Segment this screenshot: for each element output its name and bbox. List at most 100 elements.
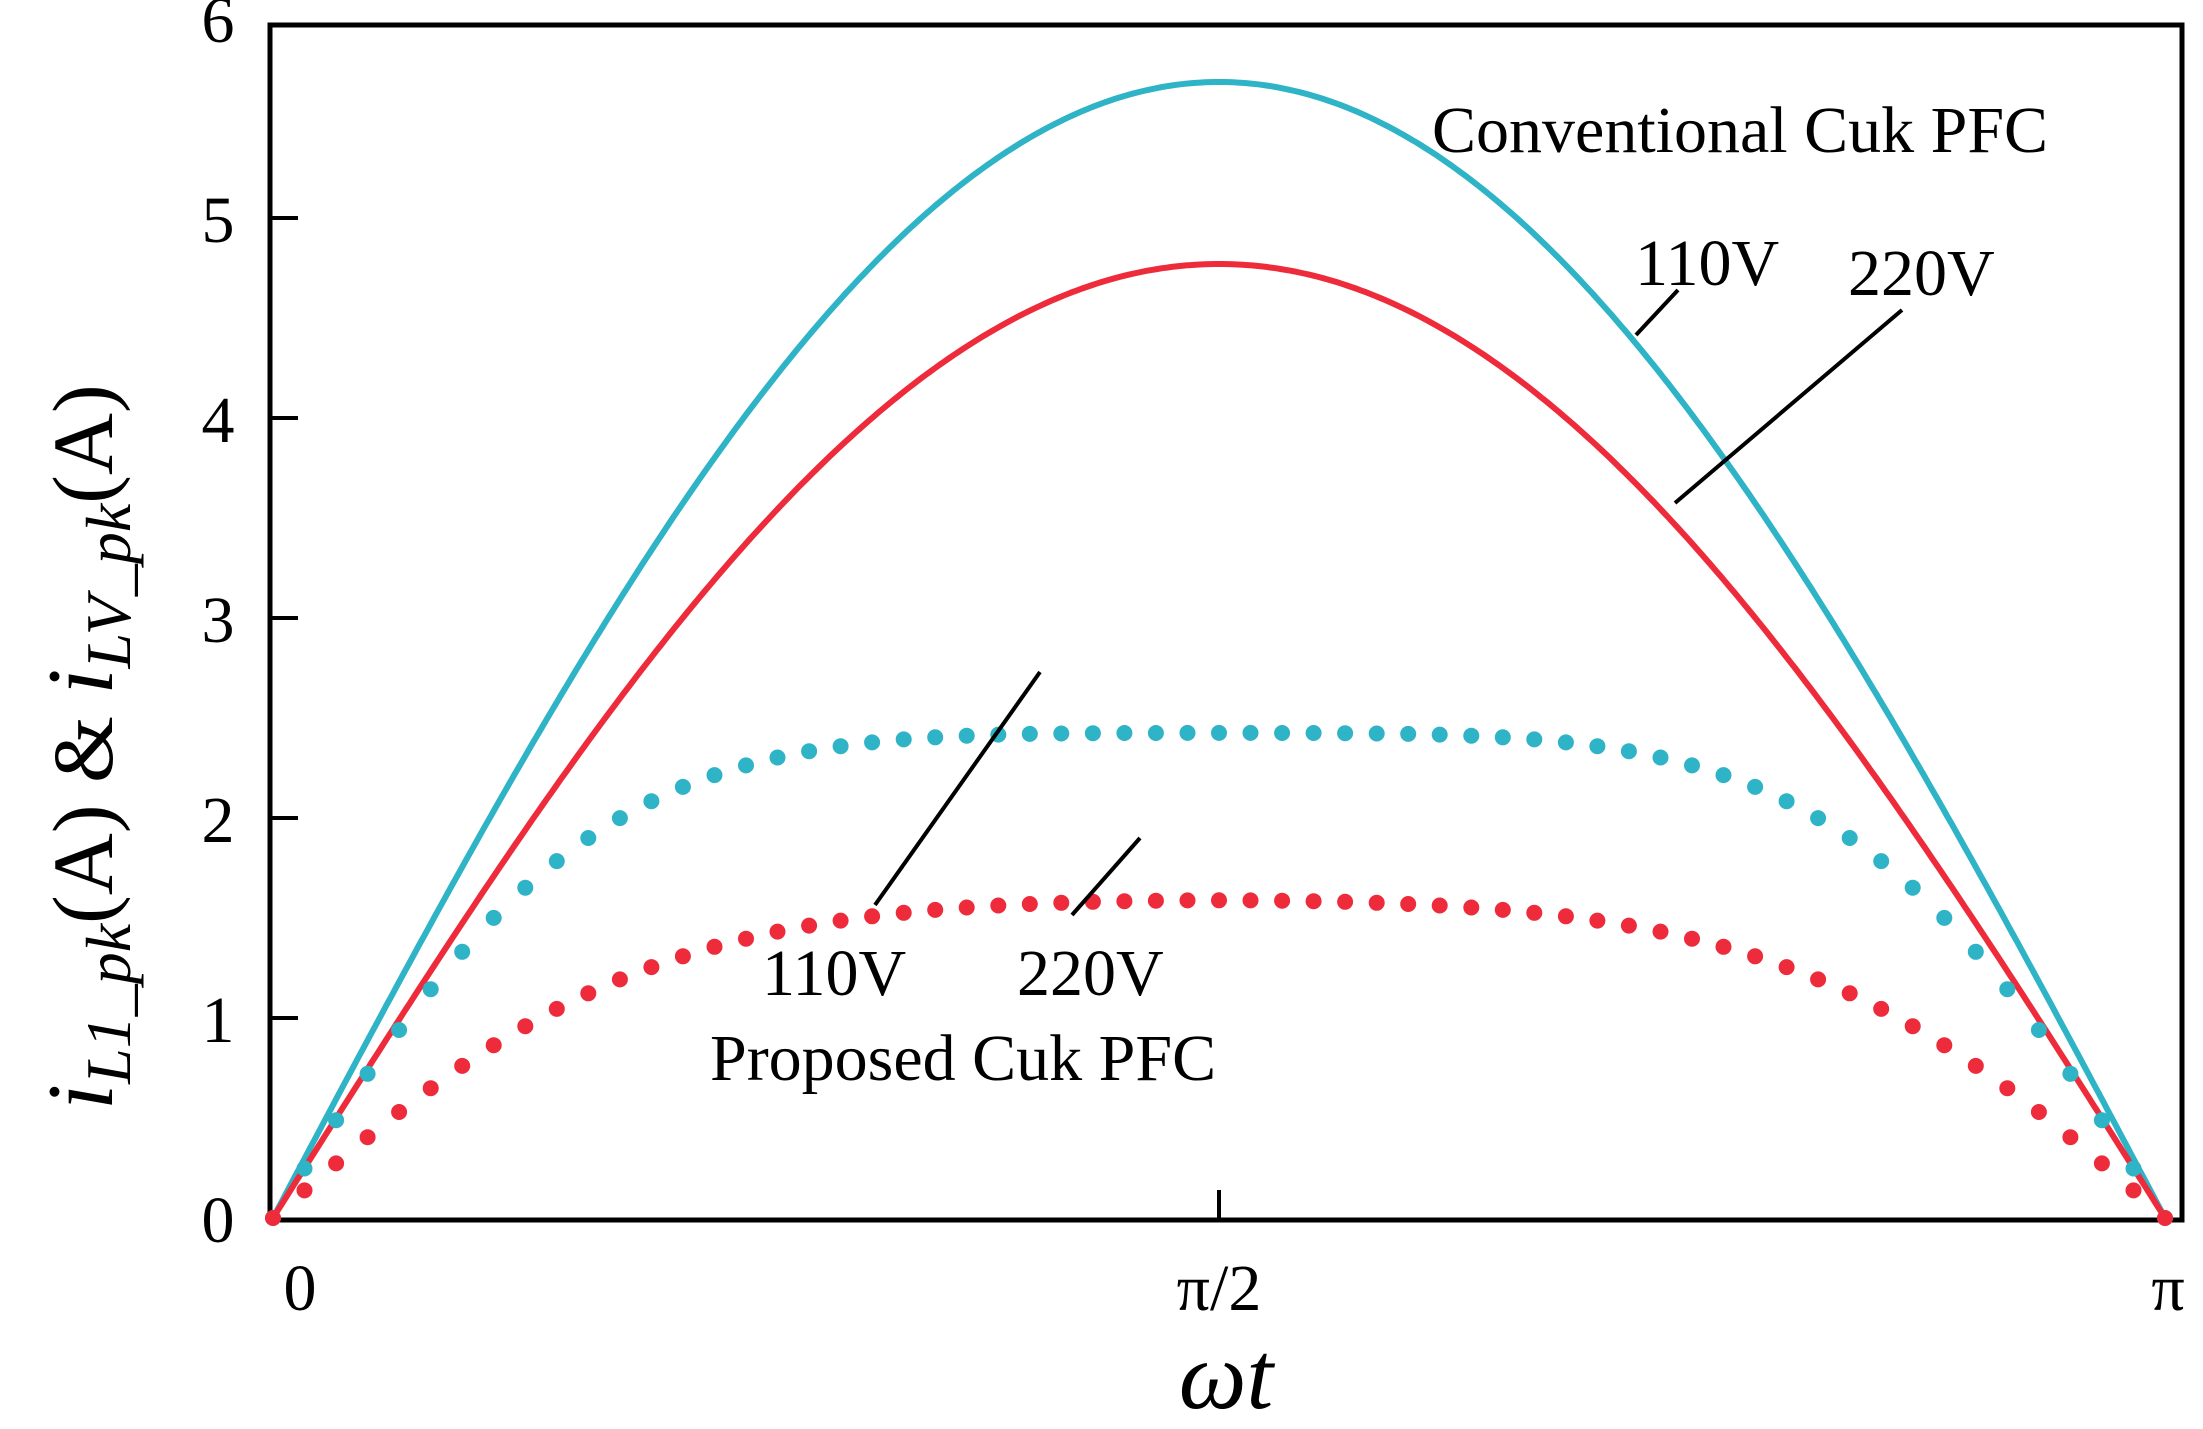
series-point-proposed-cuk-pfc-110v-13	[674, 778, 691, 795]
series-point-proposed-cuk-pfc-220v-12	[643, 959, 660, 976]
series-point-proposed-cuk-pfc-110v-28	[1147, 725, 1164, 741]
series-point-proposed-cuk-pfc-110v-12	[643, 793, 660, 810]
y-tick-label-5: 5	[202, 184, 235, 257]
series-point-proposed-cuk-pfc-110v-57	[2062, 1065, 2079, 1082]
series-point-proposed-cuk-pfc-220v-44	[1652, 923, 1669, 940]
series-point-proposed-cuk-pfc-110v-58	[2093, 1112, 2110, 1129]
series-point-proposed-cuk-pfc-110v-20	[895, 731, 912, 748]
series-point-proposed-cuk-pfc-110v-24	[1021, 725, 1038, 742]
series-point-proposed-cuk-pfc-110v-4	[391, 1022, 408, 1038]
series-point-proposed-cuk-pfc-220v-36	[1400, 896, 1417, 912]
series-point-proposed-cuk-pfc-220v-38	[1463, 899, 1480, 916]
series-point-proposed-cuk-pfc-110v-31	[1242, 724, 1259, 741]
series-point-proposed-cuk-pfc-220v-33	[1305, 893, 1322, 910]
proposed-220-label: 220V	[1017, 937, 1164, 1010]
series-point-proposed-cuk-pfc-220v-59	[2125, 1182, 2142, 1199]
series-point-proposed-cuk-pfc-220v-51	[1873, 1000, 1890, 1017]
series-point-proposed-cuk-pfc-220v-3	[359, 1129, 376, 1146]
series-point-proposed-cuk-pfc-110v-53	[1936, 909, 1953, 926]
series-point-proposed-cuk-pfc-110v-35	[1368, 725, 1385, 742]
series-point-proposed-cuk-pfc-220v-32	[1274, 892, 1291, 909]
series-point-proposed-cuk-pfc-110v-18	[832, 738, 849, 755]
series-point-proposed-cuk-pfc-110v-55	[1999, 981, 2016, 998]
series-point-proposed-cuk-pfc-110v-21	[927, 729, 944, 746]
series-line-conventional-cuk-pfc-110v	[270, 79, 2168, 1220]
series-point-proposed-cuk-pfc-220v-2	[328, 1155, 345, 1172]
series-point-proposed-cuk-pfc-110v-11	[611, 810, 628, 827]
ylabel-mid: (A) &	[35, 695, 131, 924]
series-point-proposed-cuk-pfc-110v-29	[1179, 724, 1196, 741]
series-point-proposed-cuk-pfc-220v-49	[1810, 971, 1827, 988]
series-point-proposed-cuk-pfc-110v-34	[1337, 725, 1354, 742]
series-point-proposed-cuk-pfc-220v-13	[674, 948, 691, 965]
x-axis-label: ωt	[1179, 1322, 1276, 1429]
series-line-conventional-cuk-pfc-220v	[270, 261, 2168, 1220]
series-point-proposed-cuk-pfc-220v-10	[580, 985, 597, 1002]
proposed-220-pointer	[1070, 836, 1142, 917]
series-point-proposed-cuk-pfc-220v-52	[1904, 1018, 1921, 1035]
series-point-proposed-cuk-pfc-110v-59	[2125, 1160, 2142, 1177]
series-point-proposed-cuk-pfc-220v-23	[990, 897, 1007, 914]
series-point-proposed-cuk-pfc-220v-11	[611, 971, 628, 988]
series-point-proposed-cuk-pfc-110v-6	[454, 943, 471, 960]
series-point-proposed-cuk-pfc-110v-3	[359, 1065, 376, 1082]
series-point-proposed-cuk-pfc-220v-41	[1557, 908, 1574, 925]
series-point-proposed-cuk-pfc-110v-42	[1589, 738, 1606, 755]
series-point-proposed-cuk-pfc-110v-26	[1084, 725, 1101, 742]
conv-220-pointer	[1673, 308, 1904, 505]
series-point-proposed-cuk-pfc-110v-48	[1778, 793, 1795, 810]
series-point-proposed-cuk-pfc-110v-32	[1274, 725, 1291, 741]
y-tick-label-2: 2	[202, 784, 235, 857]
series-point-proposed-cuk-pfc-110v-1	[296, 1160, 313, 1177]
series-point-proposed-cuk-pfc-220v-5	[422, 1080, 439, 1097]
series-point-proposed-cuk-pfc-110v-37	[1431, 726, 1448, 743]
series-point-proposed-cuk-pfc-110v-40	[1526, 731, 1543, 748]
series-point-proposed-cuk-pfc-220v-24	[1021, 896, 1038, 912]
series-point-proposed-cuk-pfc-110v-27	[1116, 725, 1133, 741]
plot-frame	[267, 22, 2185, 1223]
series-point-proposed-cuk-pfc-110v-8	[517, 879, 534, 896]
proposed-label: Proposed Cuk PFC	[710, 1022, 1216, 1095]
series-point-proposed-cuk-pfc-220v-56	[2030, 1104, 2047, 1120]
y-tick-label-3: 3	[202, 584, 235, 657]
series-point-proposed-cuk-pfc-220v-28	[1147, 892, 1164, 909]
series-point-proposed-cuk-pfc-110v-52	[1904, 879, 1921, 896]
series-point-proposed-cuk-pfc-110v-39	[1494, 729, 1511, 746]
series-point-proposed-cuk-pfc-220v-53	[1936, 1037, 1953, 1054]
y-tick-label-6: 6	[202, 0, 235, 57]
series-point-proposed-cuk-pfc-220v-46	[1715, 938, 1732, 955]
x-tick-label-1: π/2	[1177, 1252, 1262, 1325]
y-tick-label-0: 0	[202, 1184, 235, 1257]
series-point-proposed-cuk-pfc-110v-38	[1463, 727, 1480, 744]
series-point-proposed-cuk-pfc-110v-16	[769, 749, 786, 766]
series-point-proposed-cuk-pfc-220v-55	[1999, 1080, 2016, 1097]
series-point-proposed-cuk-pfc-220v-6	[454, 1057, 471, 1074]
series-point-proposed-cuk-pfc-220v-17	[801, 917, 818, 934]
y-axis-ticks: 0 1 2 3 4 5 6	[202, 0, 298, 1257]
series-point-proposed-cuk-pfc-220v-54	[1967, 1057, 1984, 1074]
series-point-proposed-cuk-pfc-110v-22	[958, 727, 975, 744]
series-point-proposed-cuk-pfc-110v-51	[1873, 853, 1890, 870]
series-point-proposed-cuk-pfc-220v-34	[1337, 893, 1354, 910]
series-point-proposed-cuk-pfc-220v-0	[265, 1210, 281, 1226]
series-point-proposed-cuk-pfc-110v-5	[422, 981, 439, 998]
series-point-proposed-cuk-pfc-110v-33	[1305, 725, 1322, 741]
series-point-proposed-cuk-pfc-110v-19	[864, 734, 881, 751]
series-point-proposed-cuk-pfc-220v-35	[1368, 894, 1385, 911]
series-point-proposed-cuk-pfc-110v-17	[801, 743, 818, 760]
series-point-proposed-cuk-pfc-220v-37	[1431, 897, 1448, 914]
series-point-proposed-cuk-pfc-220v-31	[1242, 892, 1259, 909]
series-point-proposed-cuk-pfc-220v-4	[391, 1104, 408, 1120]
series-layer	[265, 79, 2173, 1226]
conv-110-pointer	[1634, 288, 1680, 337]
series-point-proposed-cuk-pfc-110v-50	[1841, 830, 1858, 846]
ylabel-i1: i	[29, 1084, 133, 1110]
series-point-proposed-cuk-pfc-220v-19	[864, 908, 881, 925]
series-point-proposed-cuk-pfc-110v-15	[738, 757, 754, 774]
series-point-proposed-cuk-pfc-110v-2	[328, 1112, 345, 1129]
series-point-proposed-cuk-pfc-220v-45	[1684, 930, 1700, 947]
series-point-proposed-cuk-pfc-220v-47	[1747, 948, 1764, 965]
conv-110-label: 110V	[1635, 227, 1779, 300]
series-point-proposed-cuk-pfc-110v-47	[1747, 778, 1764, 795]
series-point-proposed-cuk-pfc-220v-42	[1589, 912, 1606, 929]
